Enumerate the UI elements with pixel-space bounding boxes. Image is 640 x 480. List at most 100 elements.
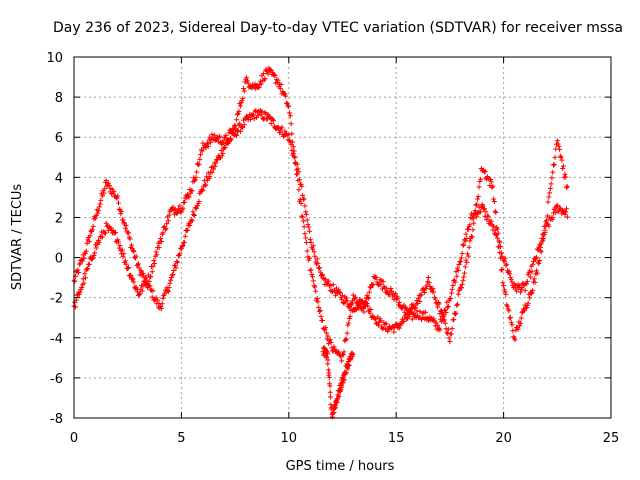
series-track-c	[321, 345, 356, 419]
data-point	[551, 211, 556, 216]
data-point	[560, 166, 565, 171]
data-point	[238, 129, 243, 134]
data-point	[306, 225, 311, 230]
data-point	[500, 280, 505, 285]
data-point	[97, 204, 102, 209]
data-point	[183, 234, 188, 239]
data-point	[129, 243, 134, 248]
data-point	[480, 202, 485, 207]
data-point	[552, 155, 557, 160]
data-point	[509, 320, 514, 325]
data-point	[91, 224, 96, 229]
data-point	[546, 194, 551, 199]
data-point	[309, 240, 314, 245]
data-point	[391, 329, 396, 334]
data-point	[305, 249, 310, 254]
data-point	[451, 317, 456, 322]
data-point	[309, 268, 314, 273]
data-point	[449, 331, 454, 336]
data-point	[462, 271, 467, 276]
data-point	[467, 245, 472, 250]
data-point	[474, 202, 479, 207]
data-point	[463, 264, 468, 269]
data-point	[508, 315, 513, 320]
plot-frame	[74, 57, 611, 418]
data-point	[450, 287, 455, 292]
x-tick-label: 25	[603, 431, 620, 446]
data-point	[426, 275, 431, 280]
y-tick-label: -4	[50, 332, 63, 347]
data-point	[287, 110, 292, 115]
data-point	[300, 215, 305, 220]
y-tick-label: -8	[50, 412, 63, 427]
data-point	[158, 236, 163, 241]
x-tick-label: 20	[495, 431, 512, 446]
grid	[74, 57, 611, 418]
data-point	[328, 390, 333, 395]
data-point	[328, 394, 333, 399]
y-tick-label: 8	[55, 91, 63, 106]
data-point	[83, 275, 88, 280]
series-track-b	[72, 65, 570, 363]
data-point	[467, 238, 472, 243]
data-point	[345, 331, 350, 336]
data-point	[562, 172, 567, 177]
data-point	[242, 89, 247, 94]
data-point	[303, 235, 308, 240]
data-point	[456, 268, 461, 273]
data-point	[305, 218, 310, 223]
data-point	[523, 288, 528, 293]
data-point	[170, 273, 175, 278]
data-points	[72, 65, 570, 419]
data-point	[150, 269, 155, 274]
data-point	[565, 184, 570, 189]
data-point	[202, 178, 207, 183]
data-point	[555, 138, 560, 143]
y-tick-label: -2	[50, 292, 63, 307]
data-point	[289, 121, 294, 126]
data-point	[151, 258, 156, 263]
data-point	[519, 315, 524, 320]
data-point	[302, 203, 307, 208]
data-point	[456, 292, 461, 297]
data-point	[547, 190, 552, 195]
data-point	[308, 237, 313, 242]
x-tick-label: 15	[388, 431, 405, 446]
chart-title: Day 236 of 2023, Sidereal Day-to-day VTE…	[53, 20, 623, 36]
data-point	[445, 305, 450, 310]
data-point	[518, 290, 523, 295]
data-point	[238, 104, 243, 109]
data-point	[476, 194, 481, 199]
data-point	[72, 279, 77, 284]
data-point	[549, 175, 554, 180]
data-point	[548, 186, 553, 191]
data-point	[529, 269, 534, 274]
data-point	[367, 290, 372, 295]
y-tick-labels: -8-6-4-20246810	[46, 51, 63, 427]
data-point	[160, 296, 165, 301]
data-point	[116, 201, 121, 206]
y-tick-label: 0	[55, 252, 63, 267]
data-point	[454, 303, 459, 308]
data-point	[304, 212, 309, 217]
data-point	[503, 263, 508, 268]
data-point	[503, 292, 508, 297]
data-point	[197, 157, 202, 162]
data-point	[460, 278, 465, 283]
data-point	[307, 229, 312, 234]
data-point	[443, 307, 448, 312]
data-point	[453, 312, 458, 317]
data-point	[565, 215, 570, 220]
data-point	[191, 212, 196, 217]
data-point	[289, 131, 294, 136]
data-point	[302, 231, 307, 236]
data-point	[81, 276, 86, 281]
data-point	[450, 326, 455, 331]
data-point	[497, 240, 502, 245]
x-tick-label: 0	[70, 431, 78, 446]
data-point	[455, 302, 460, 307]
data-point	[154, 249, 159, 254]
data-point	[304, 240, 309, 245]
data-point	[184, 228, 189, 233]
data-point	[199, 147, 204, 152]
